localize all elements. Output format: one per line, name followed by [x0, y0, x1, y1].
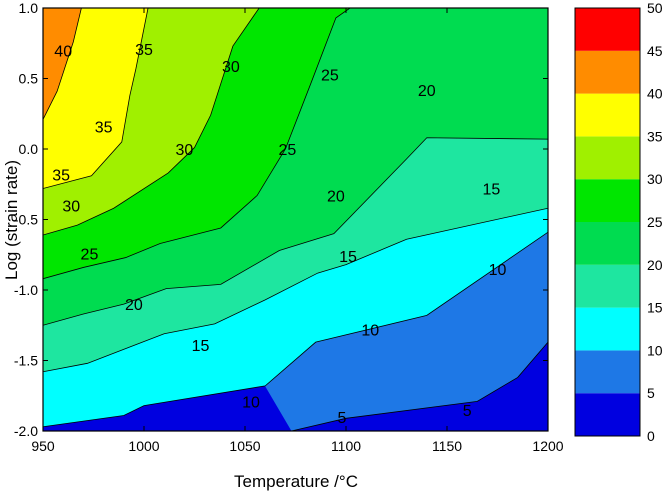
colorbar-segment: [575, 350, 640, 394]
contour-label: 30: [222, 59, 240, 76]
x-axis: 950 1000 1050 1100 1150 1200: [31, 8, 564, 454]
contour-label: 15: [339, 249, 357, 266]
x-tick-label: 1150: [432, 438, 462, 454]
contour-lines: [43, 8, 548, 431]
contour-line-5: [291, 341, 548, 431]
contour-line-40: [43, 8, 82, 120]
contour-label: 20: [125, 297, 143, 314]
colorbar-segment: [575, 264, 640, 308]
x-tick-label: 1050: [229, 438, 260, 454]
contour-label: 20: [327, 189, 345, 206]
colorbar-label: 45: [647, 43, 663, 59]
contour-label: 35: [52, 167, 70, 184]
x-tick-label: 1200: [532, 438, 563, 454]
contour-label: 20: [418, 83, 436, 100]
band-40: [43, 8, 82, 120]
contour-line-10: [43, 231, 548, 428]
y-tick-label: -1.0: [14, 282, 38, 298]
colorbar-segment: [575, 136, 640, 180]
contour-label: 25: [321, 67, 339, 84]
colorbar-label: 10: [647, 342, 663, 358]
y-tick-label: 0.5: [19, 71, 39, 87]
colorbar-label: 5: [647, 385, 655, 401]
colorbar-label: 35: [647, 128, 663, 144]
contour-line-20: [43, 137, 548, 326]
contour-label: 5: [463, 403, 472, 420]
contour-line-25: [43, 8, 351, 280]
colorbar-segment: [575, 307, 640, 351]
y-tick-label: 0.0: [19, 141, 39, 157]
contour-label: 10: [361, 322, 379, 339]
contour-fills: [43, 8, 548, 431]
y-tick-label: -0.5: [14, 212, 38, 228]
contour-line-30: [43, 8, 260, 236]
colorbar: 0 5 10 15 20 25 30 35 40 45 50: [574, 0, 663, 444]
colorbar-segment: [575, 222, 640, 265]
colorbar-label: 15: [647, 300, 663, 316]
y-axis: -2.0 -1.5 -1.0 -0.5 0.0 0.5 1.0: [14, 0, 548, 439]
contour-label: 30: [176, 142, 194, 159]
y-tick-label: 1.0: [19, 0, 39, 16]
contour-label: 25: [81, 246, 99, 263]
contour-labels: 40 35 35 35 30 30 30 25 25 25 20 20 20 15 15 15 10 10 10 5 5: [52, 42, 506, 427]
contour-label: 15: [483, 181, 501, 198]
x-tick-label: 950: [31, 438, 55, 454]
colorbar-label: 30: [647, 171, 663, 187]
contour-line-15: [43, 207, 548, 373]
contour-label: 10: [489, 262, 507, 279]
contour-label: 40: [54, 43, 72, 60]
colorbar-label: 25: [647, 214, 663, 230]
contour-label: 10: [242, 394, 260, 411]
colorbar-label: 50: [647, 0, 663, 16]
contour-label: 5: [338, 410, 347, 427]
contour-label: 30: [62, 198, 80, 215]
y-tick-label: -1.5: [14, 353, 38, 369]
colorbar-label: 20: [647, 257, 663, 273]
contour-line-35: [43, 8, 149, 189]
x-axis-title: Temperature /°C: [234, 472, 358, 491]
colorbar-label: 0: [647, 428, 655, 444]
colorbar-segment: [575, 393, 640, 436]
colorbar-segment: [575, 8, 640, 51]
y-tick-label: -2.0: [14, 423, 38, 439]
contour-label: 35: [135, 42, 153, 59]
x-tick-label: 1100: [331, 438, 361, 454]
colorbar-segment: [575, 50, 640, 94]
colorbar-label: 40: [647, 86, 663, 102]
colorbar-frame: [574, 7, 641, 437]
contour-label: 25: [279, 142, 297, 159]
colorbar-segment: [575, 179, 640, 222]
x-tick-label: 1000: [128, 438, 159, 454]
contour-label: 15: [192, 338, 210, 355]
colorbar-segment: [575, 93, 640, 137]
contour-label: 35: [95, 119, 113, 136]
y-axis-title: Log (strain rate): [2, 160, 21, 280]
